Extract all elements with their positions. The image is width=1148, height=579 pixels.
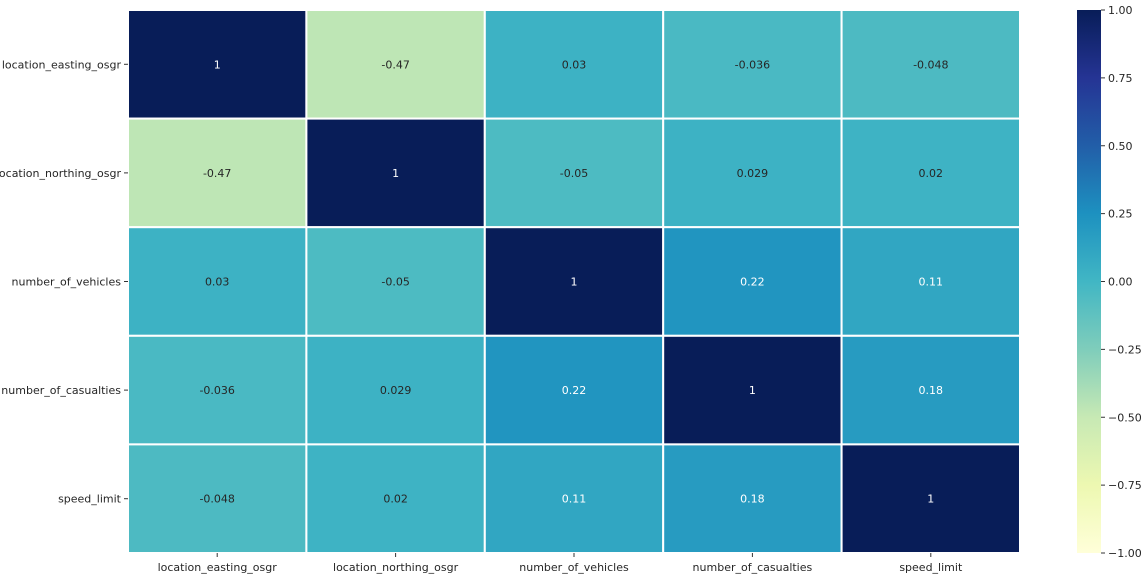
heatmap-cell-r3-c1 (305, 334, 486, 446)
heatmap-cell-label-r0-c1: -0.47 (381, 58, 409, 71)
heatmap-cell-r3-c2 (483, 334, 665, 446)
x-axis-tick-labels: location_easting_osgr location_northing_o… (158, 553, 963, 574)
heatmap-cell-r0-c3 (662, 9, 843, 120)
colorbar-tick-label-4: 0.00 (1108, 276, 1133, 289)
colorbar-ticks: 1.00 0.75 0.50 0.25 0.00 −0.25 −0.50 −0.75 −1.00 (1101, 4, 1142, 560)
heatmap-cell-r3-c4 (840, 334, 1021, 446)
heatmap-cell-label-r3-c2: 0.22 (562, 384, 587, 397)
heatmap-cell-r2-c1 (305, 226, 486, 337)
heatmap-cell-label-r1-c4: 0.02 (919, 167, 944, 180)
heatmap-cell-label-r4-c4: 1 (927, 493, 934, 506)
heatmap-cell-label-r3-c1: 0.029 (380, 384, 412, 397)
heatmap-cell-r1-c4 (840, 117, 1021, 229)
heatmap-cell-r1-c0 (127, 117, 308, 229)
x-tick-label-speed-limit: speed_limit (899, 561, 963, 574)
heatmap-cell-label-r0-c0: 1 (214, 58, 221, 71)
y-tick-label-location-northing-osgr: location_northing_osgr (0, 167, 121, 180)
y-tick-label-location-easting-osgr: location_easting_osgr (2, 58, 122, 71)
heatmap-cell-label-r3-c4: 0.18 (919, 384, 944, 397)
heatmap-cell-label-r0-c4: -0.048 (913, 58, 948, 71)
heatmap-cell-labels: 1 -0.47 0.03 -0.036 -0.048 -0.47 1 -0.05 0.029 0.… (199, 58, 948, 505)
heatmap-cell-r4-c2 (483, 443, 665, 554)
x-tick-label-number-of-vehicles: number_of_vehicles (519, 561, 629, 574)
colorbar-tick-label-3: 0.25 (1108, 208, 1133, 221)
heatmap-cell-r0-c1 (305, 9, 486, 120)
heatmap-cell-label-r1-c2: -0.05 (560, 167, 588, 180)
heatmap-cell-label-r2-c4: 0.11 (919, 276, 944, 289)
heatmap-cell-r1-c2 (483, 117, 665, 229)
heatmap-cells (127, 9, 1021, 554)
heatmap-cell-label-r2-c0: 0.03 (205, 276, 230, 289)
colorbar-tick-label-8: −1.00 (1108, 547, 1142, 560)
colorbar-tick-label-2: 0.50 (1108, 140, 1133, 153)
x-tick-label-location-easting-osgr: location_easting_osgr (158, 561, 278, 574)
heatmap-cell-label-r3-c0: -0.036 (199, 384, 234, 397)
heatmap-cell-r4-c1 (305, 443, 486, 554)
heatmap-cell-label-r4-c0: -0.048 (199, 493, 234, 506)
heatmap-cell-label-r1-c3: 0.029 (737, 167, 769, 180)
heatmap-cell-r3-c3 (662, 334, 843, 446)
heatmap-cell-label-r4-c3: 0.18 (740, 493, 765, 506)
y-tick-label-number-of-vehicles: number_of_vehicles (12, 276, 122, 289)
heatmap-cell-label-r2-c3: 0.22 (740, 276, 765, 289)
colorbar-tick-label-1: 0.75 (1108, 72, 1133, 85)
heatmap-cell-label-r0-c2: 0.03 (562, 58, 587, 71)
y-tick-label-number-of-casualties: number_of_casualties (1, 384, 121, 397)
colorbar-tick-label-6: −0.50 (1108, 411, 1142, 424)
colorbar: 1.00 0.75 0.50 0.25 0.00 −0.25 −0.50 −0.75 −1.00 (1077, 4, 1142, 560)
colorbar-tick-label-0: 1.00 (1108, 4, 1133, 17)
heatmap-cell-r0-c2 (483, 9, 665, 120)
heatmap-cell-label-r0-c3: -0.036 (735, 58, 770, 71)
colorbar-tick-label-7: −0.75 (1108, 479, 1142, 492)
y-axis-tick-labels: location_easting_osgr location_northing_o… (0, 58, 128, 506)
heatmap-cell-r2-c3 (662, 226, 843, 337)
heatmap-cell-label-r1-c0: -0.47 (203, 167, 231, 180)
heatmap-cell-r2-c4 (840, 226, 1021, 337)
heatmap-cell-label-r2-c1: -0.05 (381, 276, 409, 289)
heatmap-cell-label-r4-c2: 0.11 (562, 493, 587, 506)
heatmap-cell-r4-c4 (840, 443, 1021, 554)
heatmap-cell-label-r2-c2: 1 (571, 276, 578, 289)
heatmap-cell-r0-c0 (127, 9, 308, 120)
heatmap-cell-r4-c0 (127, 443, 308, 554)
colorbar-tick-label-5: −0.25 (1108, 343, 1142, 356)
heatmap-cell-label-r1-c1: 1 (392, 167, 399, 180)
heatmap-cell-label-r3-c3: 1 (749, 384, 756, 397)
colorbar-gradient (1077, 10, 1101, 553)
heatmap-cell-label-r4-c1: 0.02 (383, 493, 408, 506)
x-tick-label-number-of-casualties: number_of_casualties (693, 561, 813, 574)
y-tick-label-speed-limit: speed_limit (58, 493, 122, 506)
x-tick-label-location-northing-osgr: location_northing_osgr (333, 561, 459, 574)
